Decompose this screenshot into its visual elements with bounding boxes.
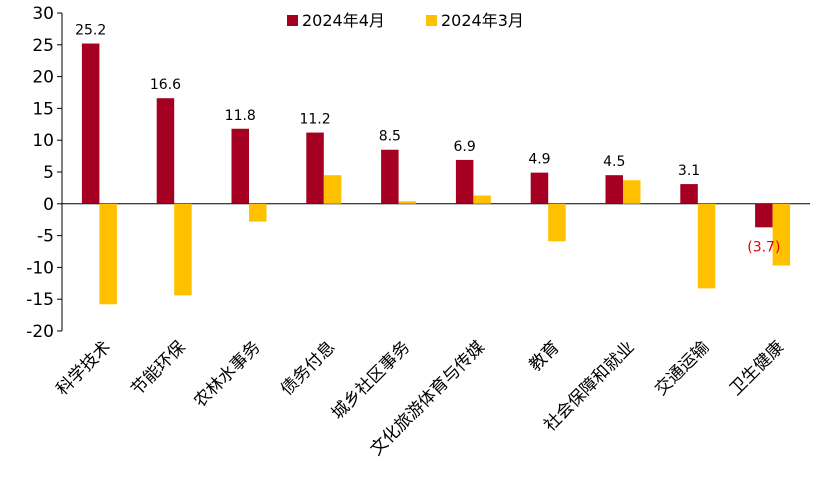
bar-mar-2024: [99, 203, 117, 305]
bar-mar-2024: [174, 203, 192, 296]
data-label: 4.9: [528, 152, 550, 168]
y-tick-label: -15: [26, 290, 54, 310]
bar-apr-2024: [306, 132, 324, 204]
y-tick-label: 30: [32, 4, 54, 24]
legend-label-mar-2024: 2024年3月: [441, 11, 524, 30]
legend-label-apr-2024: 2024年4月: [302, 11, 385, 30]
data-label: 3.1: [678, 163, 700, 179]
x-category-label: 卫生健康: [726, 337, 788, 399]
data-label: 11.8: [225, 108, 256, 124]
y-tick-label: 25: [32, 36, 54, 56]
bar-mar-2024: [398, 201, 417, 204]
bar-mar-2024: [323, 175, 342, 204]
data-labels: 25.2 16.6 11.8 11.2 8.5 6.9 4.9 4.5 3.1 (3.7): [75, 23, 780, 256]
x-category-label: 农林水事务: [190, 337, 264, 411]
y-tick-label: 0: [43, 195, 54, 215]
bar-apr-2024: [680, 184, 698, 204]
legend-swatch-apr-2024: [287, 15, 298, 26]
data-label: 4.5: [603, 154, 625, 170]
x-category-label: 节能环保: [128, 337, 190, 399]
x-category-label: 教育: [526, 337, 564, 375]
y-tick-label: 15: [32, 99, 54, 119]
data-label: 16.6: [150, 77, 181, 93]
y-tick-label: 20: [32, 68, 54, 88]
bars-group: [81, 43, 791, 305]
bar-mar-2024: [249, 203, 267, 222]
bar-apr-2024: [605, 175, 623, 204]
x-category-label: 债务付息: [277, 337, 339, 399]
bar-mar-2024: [548, 203, 566, 242]
y-tick-label: -10: [26, 258, 54, 278]
x-category-label: 科学技术: [53, 337, 115, 399]
legend-swatch-mar-2024: [426, 15, 437, 26]
bar-apr-2024: [156, 98, 175, 204]
bar-apr-2024: [755, 203, 773, 228]
y-tick-label: 5: [43, 163, 54, 183]
y-axis: 30 25 20 15 10 5 0 -5 -10 -15 -20: [26, 4, 810, 342]
bar-mar-2024: [772, 203, 791, 266]
data-label: 6.9: [454, 139, 476, 155]
bar-apr-2024: [381, 149, 399, 204]
data-label: 11.2: [299, 112, 330, 128]
bar-apr-2024: [455, 159, 474, 204]
data-label: 25.2: [75, 23, 106, 39]
chart-legend: 2024年4月 2024年3月: [287, 11, 524, 30]
bar-mar-2024: [623, 180, 641, 204]
bar-mar-2024: [473, 195, 491, 204]
y-tick-label: -20: [26, 322, 54, 342]
bar-apr-2024: [231, 128, 249, 204]
bar-apr-2024: [530, 172, 549, 204]
data-label: (3.7): [747, 239, 780, 255]
y-tick-label: 10: [32, 131, 54, 151]
bar-mar-2024: [697, 203, 716, 289]
data-label: 8.5: [379, 129, 401, 145]
y-tick-label: -5: [37, 227, 54, 247]
x-category-label: 交通运输: [651, 337, 713, 399]
bar-apr-2024: [81, 43, 100, 204]
